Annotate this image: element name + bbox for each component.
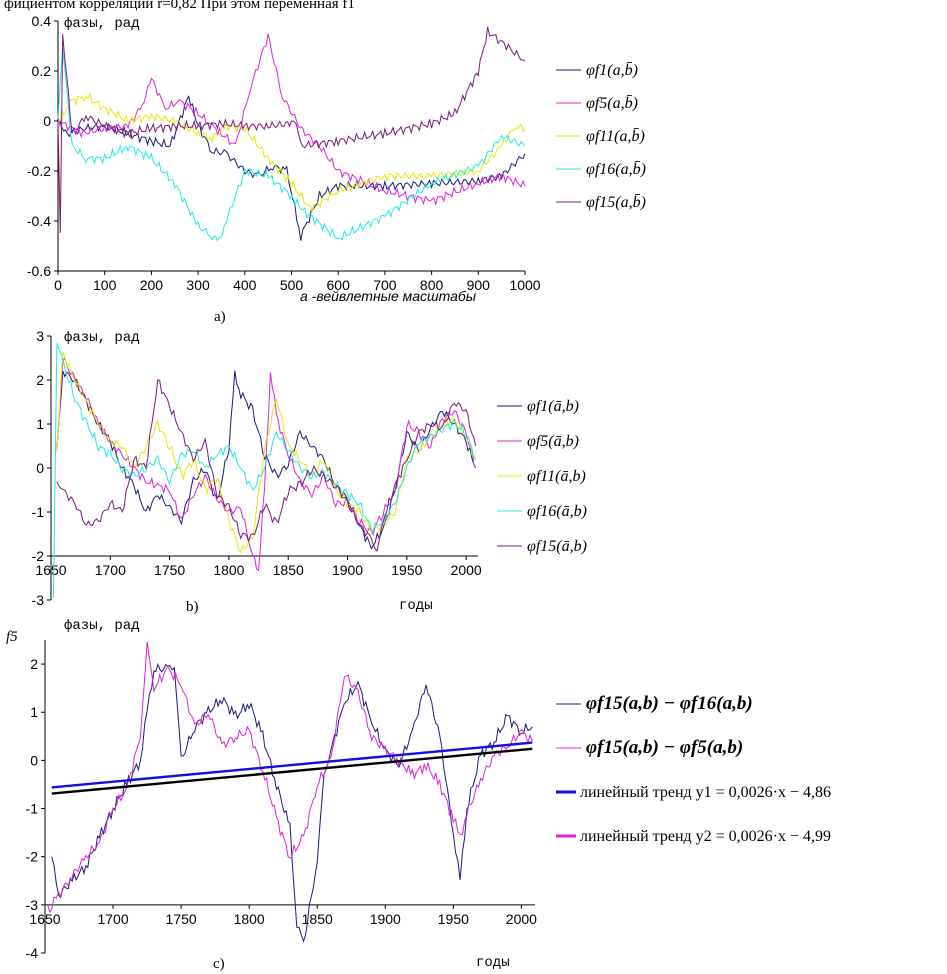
series-line-4 — [52, 343, 476, 598]
x-tick-label: 300 — [186, 277, 210, 293]
x-tick-label: 1650 — [35, 562, 66, 578]
panel-c-ylabel: фазы, рад — [64, 618, 140, 634]
header-text: фициентом корреляции r=0,82 При этом пер… — [4, 0, 355, 12]
y-tick-label: -0.4 — [27, 213, 51, 229]
x-tick-label: 1750 — [166, 911, 197, 927]
legend-label: φf5(a,b̄) — [586, 95, 638, 112]
panel-b-label: b) — [186, 599, 199, 615]
y-tick-label: 0.2 — [32, 63, 52, 79]
panel-a-ylabel: фазы, рад — [64, 16, 140, 32]
legend-label: φf11(a,b̄) — [586, 128, 645, 145]
y-tick-label: 1 — [30, 704, 38, 720]
panel-c-plot: 2 1 0 -1 -2 -3 -4 1650 1700 1750 1800 1850 1900 1950 2… — [26, 640, 537, 961]
panel-b-plot: 3 2 1 0 -1 -2 -3 1650 1700 1750 1800 1850 1900 1950 20… — [32, 328, 482, 608]
x-tick-label: 900 — [467, 277, 491, 293]
x-tick-label: 500 — [280, 277, 304, 293]
y-tick-label: -0.6 — [27, 263, 51, 279]
y-tick-label: -2 — [26, 849, 39, 865]
series-line-2 — [56, 356, 477, 572]
y-tick-label: -2 — [32, 548, 45, 564]
legend-label: φf15(a,b) − φf5(a,b) — [586, 737, 743, 758]
series-line-3 — [57, 92, 526, 214]
legend-label: φf16(ā,b) — [527, 503, 587, 520]
legend-label: φf15(a,b) − φf16(a,b) — [586, 693, 753, 714]
panel-c-side-label: f5 — [6, 629, 18, 645]
series-line-3 — [51, 741, 533, 789]
series-line-3 — [56, 352, 477, 554]
panel-a-legend: φf1(a,b̄) φf5(a,b̄) φf11(a,b̄) φf16(a,b̄) φf… — [556, 62, 646, 211]
x-tick-label: 1900 — [370, 911, 401, 927]
series-line-2 — [57, 33, 526, 207]
legend-label: φf11(ā,b) — [527, 468, 586, 485]
panel-c-chart: фазы, рад f5 2 1 0 -1 -2 -3 -4 1650 1700 1750 1800… — [6, 618, 831, 972]
y-tick-label: 0 — [43, 113, 51, 129]
y-tick-label: 3 — [36, 328, 44, 344]
x-tick-label: 1800 — [213, 562, 244, 578]
y-tick-label: 0 — [36, 460, 44, 476]
x-tick-label: 400 — [233, 277, 257, 293]
x-tick-label: 1700 — [95, 562, 126, 578]
series-line-1 — [57, 95, 526, 241]
panel-b-xlabel: годы — [399, 598, 433, 614]
y-tick-label: 2 — [36, 372, 44, 388]
x-tick-label: 200 — [140, 277, 164, 293]
x-tick-label: 2000 — [506, 911, 537, 927]
y-tick-label: -1 — [26, 801, 39, 817]
panel-a-label: a) — [214, 309, 226, 325]
y-tick-label: -1 — [32, 504, 45, 520]
x-tick-label: 100 — [93, 277, 117, 293]
x-tick-label: 1900 — [332, 562, 363, 578]
y-tick-label: 0.4 — [32, 13, 52, 29]
series-line-5 — [57, 26, 526, 233]
x-tick-label: 1000 — [509, 277, 540, 293]
legend-label: φf1(a,b̄) — [586, 62, 638, 79]
x-tick-label: 1850 — [302, 911, 333, 927]
panel-b-legend: φf1(ā,b) φf5(ā,b) φf11(ā,b) φf16(ā,b) φf15(ā… — [497, 398, 587, 555]
y-tick-label: -3 — [32, 592, 45, 608]
x-tick-label: 0 — [54, 277, 62, 293]
y-tick-label: 0 — [30, 752, 38, 768]
x-tick-label: 1950 — [438, 911, 469, 927]
series-line-1 — [51, 662, 533, 943]
legend-label: φf15(a,b̄) — [586, 194, 646, 211]
panel-c-legend: φf15(a,b) − φf16(a,b) φf15(a,b) − φf5(a,b… — [556, 693, 831, 845]
x-tick-label: 1700 — [97, 911, 128, 927]
panel-a-chart: фазы, рад 0.40.20-0.2-0.4-0.60 100 200 300 4… — [27, 13, 646, 325]
legend-label: φf15(ā,b) — [527, 538, 587, 555]
panel-b-ylabel: фазы, рад — [64, 330, 140, 346]
y-tick-label: -4 — [26, 945, 39, 961]
panel-a-plot: 0.40.20-0.2-0.4-0.60 100 200 300 400 500 600 70… — [27, 13, 541, 293]
x-tick-label: 1950 — [391, 562, 422, 578]
panel-a-xlabel: a -вейвлетные масштабы — [300, 288, 477, 304]
y-tick-label: 2 — [30, 656, 38, 672]
x-tick-label: 1650 — [29, 911, 60, 927]
series-line-5 — [56, 378, 477, 553]
x-tick-label: 2000 — [451, 562, 482, 578]
series-line-4 — [51, 747, 533, 795]
legend-label: линейный тренд y1 = 0,0026·x − 4,86 — [580, 784, 831, 801]
legend-label: φf5(ā,b) — [527, 433, 579, 450]
legend-label: φf16(a,b̄) — [586, 161, 646, 178]
legend-label: линейный тренд y2 = 0,0026·x − 4,99 — [580, 828, 831, 845]
panel-c-label: c) — [213, 956, 225, 972]
y-tick-label: -3 — [26, 897, 39, 913]
x-tick-label: 600 — [327, 277, 351, 293]
x-tick-label: 1850 — [273, 562, 304, 578]
x-tick-label: 1800 — [234, 911, 265, 927]
x-tick-label: 1750 — [154, 562, 185, 578]
y-tick-label: -0.2 — [27, 163, 51, 179]
x-tick-label: 700 — [373, 277, 397, 293]
y-tick-label: 1 — [36, 416, 44, 432]
panel-b-chart: фазы, рад 3 2 1 0 -1 -2 -3 1650 1700 1750 1800 1850… — [32, 328, 587, 615]
legend-label: φf1(ā,b) — [527, 398, 579, 415]
series-line-4 — [57, 48, 526, 242]
panel-c-xlabel: годы — [476, 955, 510, 971]
x-tick-label: 800 — [420, 277, 444, 293]
